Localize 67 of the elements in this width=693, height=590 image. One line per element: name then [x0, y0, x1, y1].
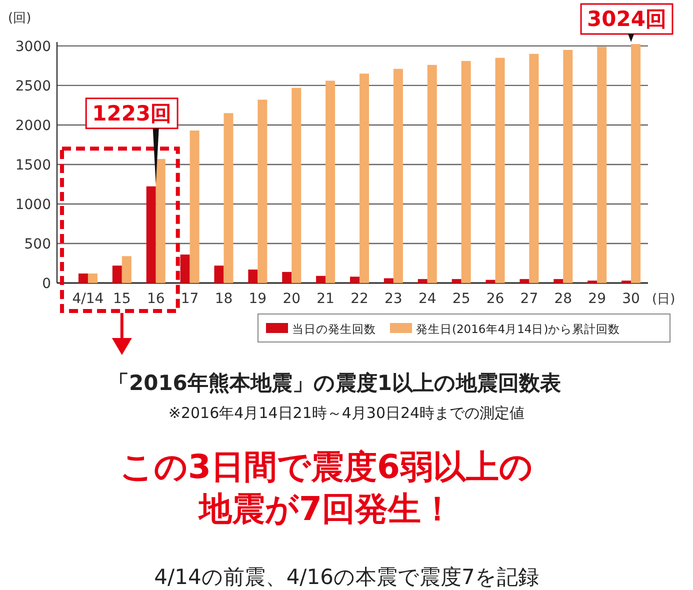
x-tick-label: 17: [180, 291, 199, 307]
text: 「2016年熊本地震」の震度1以上の地震回数表: [108, 371, 562, 395]
bar: [495, 58, 505, 283]
x-tick-label: 25: [452, 291, 470, 307]
bar: [292, 88, 302, 283]
x-tick-label: 27: [520, 291, 538, 307]
bar: [350, 276, 360, 283]
bar: [316, 276, 326, 283]
x-tick-label: 29: [588, 291, 606, 307]
bar: [554, 279, 564, 283]
y-tick-label: 1000: [15, 196, 51, 213]
x-tick-label: 21: [316, 291, 334, 307]
bar: [112, 266, 122, 283]
bar: [452, 279, 462, 283]
x-tick-label: 22: [350, 291, 368, 307]
bar: [122, 256, 132, 283]
annotation: 1223回: [92, 101, 172, 126]
x-tick-label: 18: [214, 291, 233, 307]
bar: [520, 279, 530, 283]
bar: [214, 266, 224, 283]
x-axis-title: (日): [652, 292, 676, 307]
bar: [529, 54, 539, 283]
y-axis-title: (回): [8, 11, 32, 26]
bar: [180, 254, 190, 283]
bar: [393, 68, 403, 283]
y-tick-label: 1500: [15, 157, 51, 174]
text: 地震が7回発生！: [197, 489, 454, 528]
x-tick-label: 19: [248, 291, 267, 307]
legend-label: 発生日(2016年4月14日)から累計回数: [416, 322, 620, 336]
x-tick-label: 28: [554, 291, 572, 307]
bar: [597, 46, 607, 283]
text: ※2016年4月14日21時～4月30日24時までの測定値: [168, 404, 525, 422]
bar: [146, 186, 156, 283]
text: 4/14の前震、4/16の本震で震度7を記録: [154, 565, 539, 589]
y-tick-label: 3000: [15, 38, 51, 55]
annotation: 3024回: [587, 7, 666, 31]
y-tick-label: 500: [24, 236, 51, 252]
x-tick-label: 15: [113, 291, 131, 307]
x-tick-label: 20: [282, 291, 301, 307]
bar: [427, 64, 437, 283]
bar: [248, 270, 258, 283]
y-tick-label: 2000: [15, 118, 51, 134]
text: この3日間で震度6弱以上の: [120, 447, 533, 486]
legend-label: 当日の発生回数: [292, 322, 376, 336]
bar: [631, 44, 641, 283]
bar: [156, 158, 166, 283]
bar: [486, 280, 496, 283]
x-tick-label: 30: [622, 291, 640, 307]
bar: [418, 279, 428, 283]
x-tick-label: 16: [146, 291, 165, 307]
y-tick-label: 2500: [15, 78, 51, 94]
bar: [384, 278, 394, 283]
bar: [461, 60, 471, 283]
bar: [360, 74, 369, 283]
bar: [326, 80, 336, 283]
bar: [88, 274, 98, 283]
bar: [78, 274, 88, 283]
bar: [282, 272, 292, 283]
bar: [224, 113, 234, 283]
x-tick-label: 4/14: [72, 291, 104, 307]
bar: [190, 130, 200, 283]
y-tick-label: 0: [42, 276, 51, 292]
x-tick-label: 26: [486, 291, 504, 307]
x-tick-label: 24: [418, 291, 436, 307]
bar: [563, 50, 573, 283]
x-tick-label: 23: [384, 291, 402, 307]
bar: [258, 100, 268, 283]
